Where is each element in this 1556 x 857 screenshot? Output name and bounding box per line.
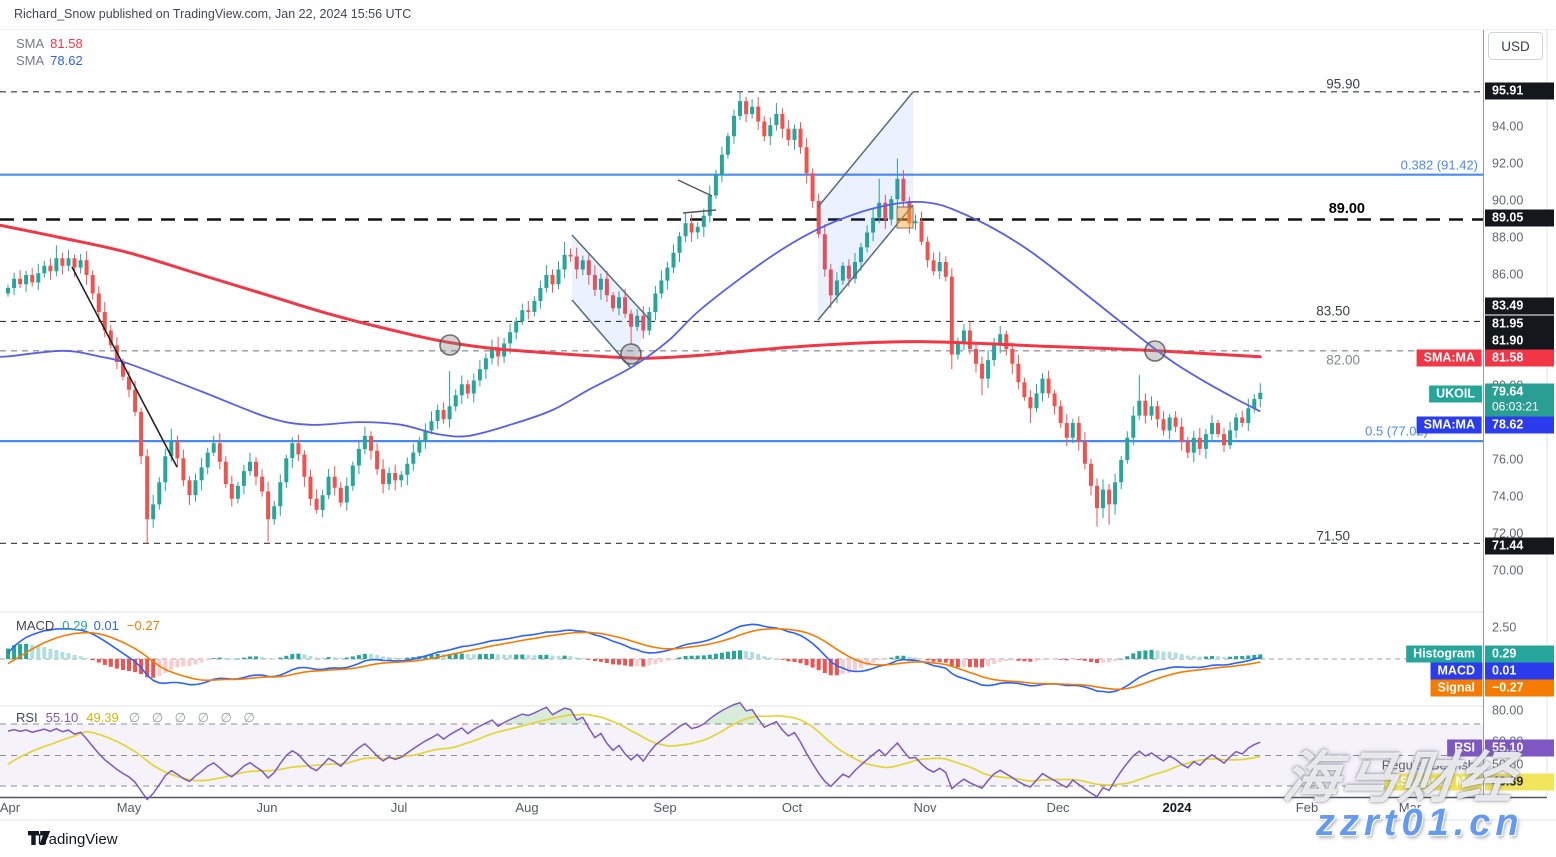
published-line: Richard_Snow published on TradingView.co… bbox=[14, 7, 412, 21]
axis-price-label: 83.49 bbox=[1485, 297, 1554, 315]
macd-line-value: 0.01 bbox=[93, 618, 119, 633]
axis-price-label: 78.62 bbox=[1485, 416, 1554, 434]
sma1-value: 81.58 bbox=[50, 36, 83, 51]
month-label: Feb bbox=[1295, 800, 1319, 815]
watermark-url: zzrt01.cn bbox=[1316, 802, 1524, 844]
series-tag: RSI bbox=[1447, 739, 1482, 757]
axis-price-label: 81.95 bbox=[1485, 315, 1554, 333]
level-label: 83.50 bbox=[1316, 303, 1350, 319]
series-tag: Signal bbox=[1430, 679, 1482, 697]
sma-legend-2: SMA 78.62 bbox=[16, 53, 83, 68]
axis-price-label: 81.90 bbox=[1485, 332, 1554, 350]
macd-label: MACD bbox=[16, 618, 55, 633]
axis-price-label: 72.00 bbox=[1492, 526, 1524, 541]
series-tag: UKOIL bbox=[1429, 385, 1482, 403]
axis-price-label: 74.00 bbox=[1492, 489, 1524, 504]
axis-price-label: 86.00 bbox=[1492, 267, 1524, 282]
axis-price-label: 0.01 bbox=[1485, 662, 1554, 680]
level-label: 89.00 bbox=[1328, 201, 1365, 217]
month-label: Apr bbox=[0, 800, 21, 815]
sma-legend-1: SMA 81.58 bbox=[16, 36, 83, 51]
level-label: 71.50 bbox=[1316, 528, 1350, 544]
month-label: 2024 bbox=[1162, 800, 1192, 815]
level-label: 82.00 bbox=[1326, 352, 1360, 368]
month-label: Jul bbox=[390, 800, 408, 815]
sma2-label: SMA bbox=[16, 53, 45, 68]
axis-price-label: 76.00 bbox=[1492, 452, 1524, 467]
macd-signal-value: −0.27 bbox=[126, 618, 160, 633]
axis-price-label: 55.10 bbox=[1485, 739, 1554, 757]
axis-price-label: 71.44 bbox=[1485, 537, 1554, 555]
axis-price-label: 94.00 bbox=[1492, 119, 1524, 134]
level-label: 0.5 (77.02) bbox=[1365, 423, 1428, 439]
axis-price-label: 50.80 bbox=[1492, 757, 1524, 772]
axis-price-label: 92.00 bbox=[1492, 156, 1524, 171]
series-tag: SMA:MA bbox=[1416, 416, 1482, 434]
rsi-ma-value: 49.39 bbox=[86, 710, 119, 725]
rsi-empty-slots: ∅ ∅ ∅ ∅ ∅ ∅ bbox=[128, 710, 259, 725]
month-label: Mar bbox=[1398, 800, 1422, 815]
axis-price-label: −0.27 bbox=[1485, 679, 1554, 697]
rsi-value: 55.10 bbox=[45, 710, 79, 725]
axis-price-label: 81.58 bbox=[1485, 349, 1554, 367]
sma1-label: SMA bbox=[16, 36, 45, 51]
series-tag: MACD bbox=[1430, 662, 1482, 680]
series-tag: SMA:MA bbox=[1416, 349, 1482, 367]
month-label: Aug bbox=[515, 800, 539, 815]
axis-price-label: 80.00 bbox=[1492, 703, 1524, 718]
month-label: Sep bbox=[653, 800, 677, 815]
month-label: Dec bbox=[1046, 800, 1070, 815]
sma2-value: 78.62 bbox=[50, 53, 83, 68]
month-label: Oct bbox=[781, 800, 803, 815]
macd-hist-value: 0.29 bbox=[62, 618, 88, 633]
series-tag: Regular Bearish bbox=[1381, 757, 1475, 773]
level-label: 95.90 bbox=[1326, 76, 1360, 92]
tradingview-brand-link[interactable]: TradingView bbox=[28, 831, 118, 848]
axis-price-label: 88.00 bbox=[1492, 230, 1524, 245]
rsi-label: RSI bbox=[16, 710, 38, 725]
tradingview-brand-text: TradingView bbox=[35, 831, 118, 848]
axis-price-label: 0.29 bbox=[1485, 645, 1554, 663]
series-tag: RSI-based MA bbox=[1383, 773, 1482, 791]
series-tag: Histogram bbox=[1406, 645, 1482, 663]
axis-price-label: 79.64 06:03:21 bbox=[1485, 383, 1554, 417]
axis-price-label: 89.05 bbox=[1485, 209, 1554, 227]
currency-toggle-button[interactable]: USD bbox=[1488, 32, 1543, 60]
rsi-legend: RSI 55.10 49.39 ∅ ∅ ∅ ∅ ∅ ∅ bbox=[16, 710, 259, 726]
month-label: Jun bbox=[256, 800, 278, 815]
macd-legend: MACD 0.29 0.01 −0.27 bbox=[16, 618, 160, 633]
level-label: 0.382 (91.42) bbox=[1400, 157, 1478, 173]
axis-price-label: 49.39 bbox=[1485, 773, 1554, 791]
axis-price-label: 70.00 bbox=[1492, 563, 1524, 578]
axis-price-label: 95.91 bbox=[1485, 82, 1554, 100]
month-label: May bbox=[116, 800, 142, 815]
axis-price-label: 2.50 bbox=[1492, 620, 1517, 635]
axis-price-label: 90.00 bbox=[1492, 193, 1524, 208]
month-label: Nov bbox=[913, 800, 937, 815]
